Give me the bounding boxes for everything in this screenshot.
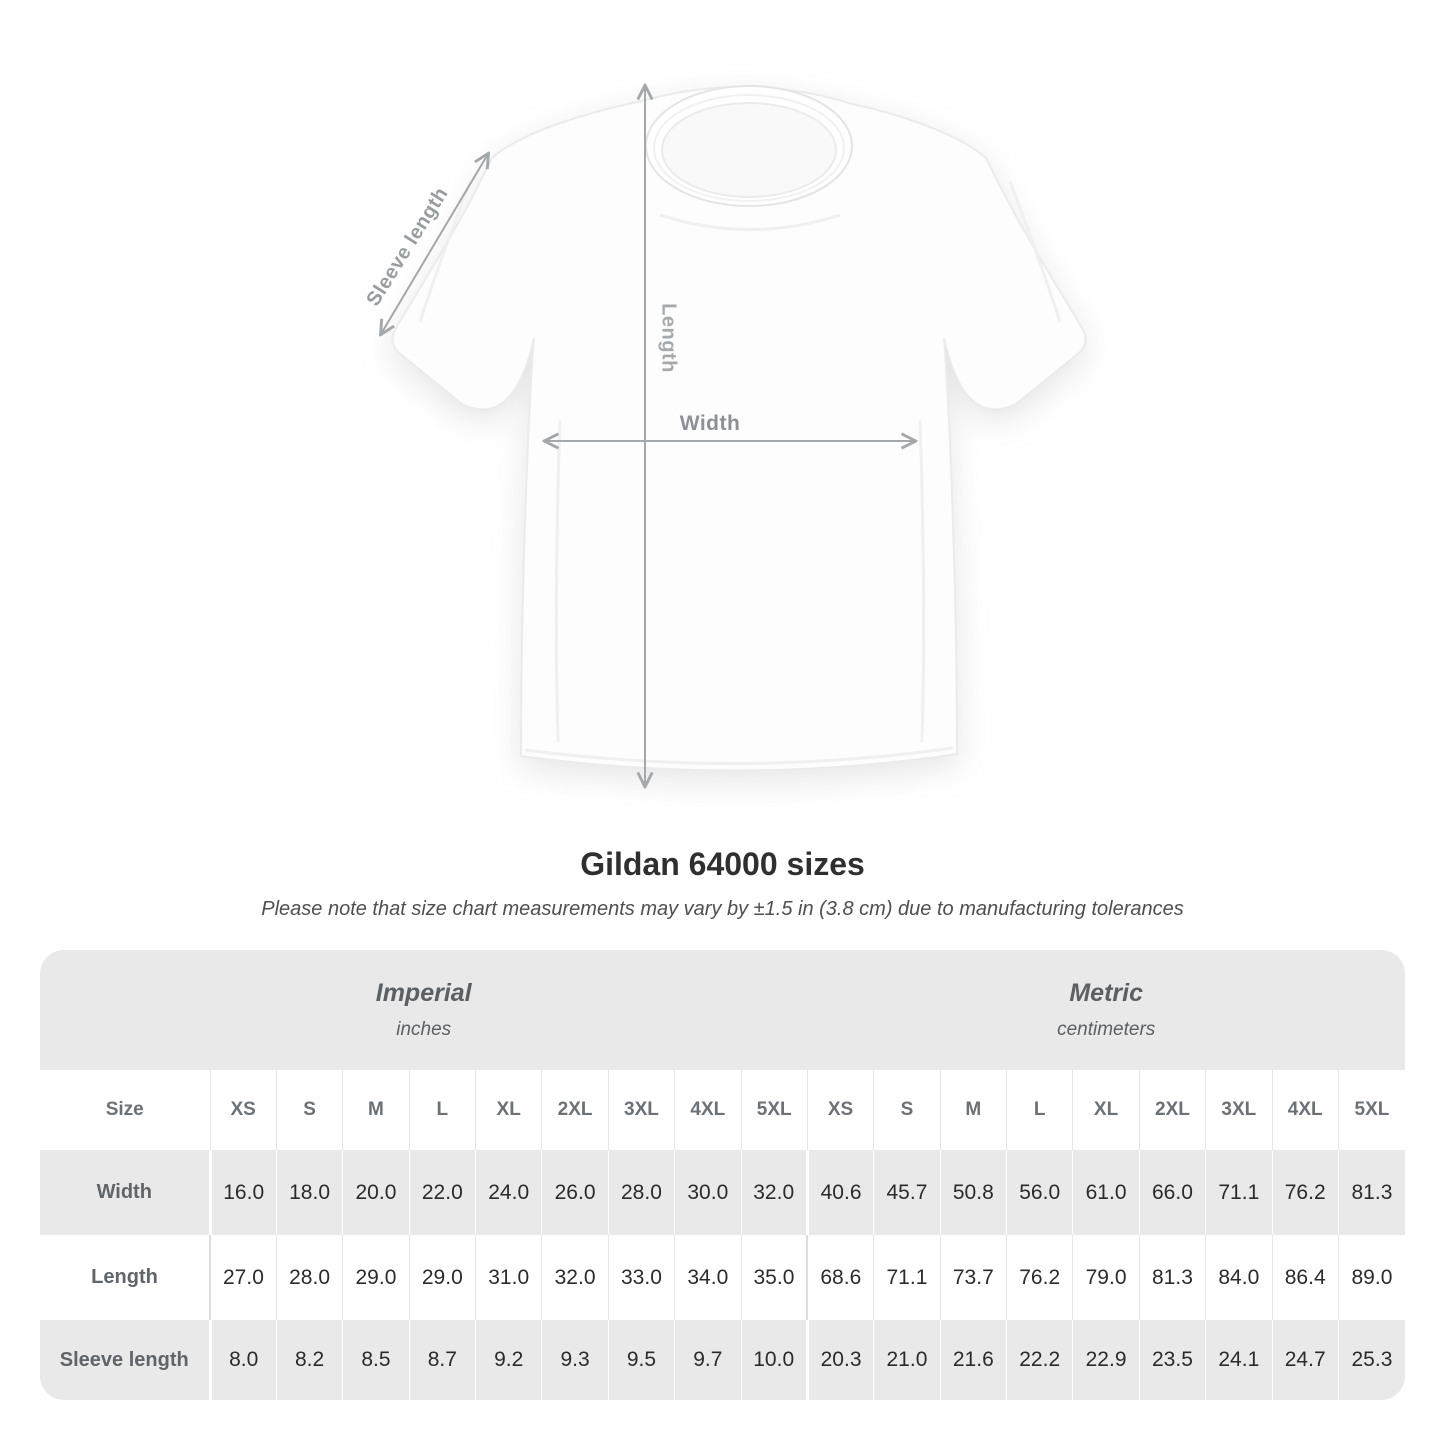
- size-chart-card: Imperial inches Metric centimeters Size …: [40, 950, 1405, 1400]
- size-col-header: 3XL: [1205, 1070, 1272, 1150]
- value-cell: 9.2: [474, 1320, 542, 1400]
- value-cell: 10.0: [740, 1320, 808, 1400]
- value-cell: 61.0: [1072, 1150, 1140, 1235]
- value-cell: 9.7: [674, 1320, 741, 1400]
- value-cell: 56.0: [1005, 1150, 1073, 1235]
- value-cell: 22.2: [1005, 1320, 1073, 1400]
- size-col-header: M: [939, 1070, 1007, 1150]
- value-cell: 22.0: [408, 1150, 476, 1235]
- size-col-header: 5XL: [740, 1070, 808, 1150]
- size-col-header: XS: [806, 1070, 874, 1150]
- value-cell: 81.3: [1138, 1235, 1206, 1320]
- value-cell: 76.2: [1271, 1150, 1339, 1235]
- metric-group-header: Metric centimeters: [807, 950, 1405, 1070]
- unit-header-row: Imperial inches Metric centimeters: [40, 950, 1405, 1070]
- sleeve-length-row: Sleeve length 8.0 8.2 8.5 8.7 9.2 9.3 9.…: [40, 1320, 1405, 1400]
- value-cell: 84.0: [1205, 1235, 1272, 1320]
- size-col-header: L: [408, 1070, 476, 1150]
- page-title: Gildan 64000 sizes: [580, 846, 865, 882]
- value-cell: 21.0: [873, 1320, 941, 1400]
- width-label: Width: [679, 412, 741, 435]
- value-cell: 20.0: [342, 1150, 410, 1235]
- value-cell: 45.7: [873, 1150, 941, 1235]
- width-row: Width 16.0 18.0 20.0 22.0 24.0 26.0 28.0…: [40, 1150, 1405, 1235]
- value-cell: 89.0: [1337, 1235, 1405, 1320]
- row-label: Length: [91, 1266, 158, 1288]
- value-cell: 28.0: [607, 1150, 675, 1235]
- value-cell: 26.0: [541, 1150, 609, 1235]
- value-cell: 20.3: [805, 1320, 874, 1400]
- tshirt-diagram: [0, 0, 1087, 830]
- value-cell: 25.3: [1337, 1320, 1405, 1400]
- size-col-header: 4XL: [674, 1070, 741, 1150]
- value-cell: 9.3: [541, 1320, 609, 1400]
- imperial-group-name: Imperial: [375, 979, 472, 1007]
- value-cell: 24.7: [1271, 1320, 1339, 1400]
- tshirt-collar-inner: [661, 102, 837, 198]
- value-cell: 8.0: [208, 1320, 277, 1400]
- size-col-header: S: [275, 1070, 343, 1150]
- metric-group-unit: centimeters: [1057, 1019, 1156, 1040]
- size-chart-table: Imperial inches Metric centimeters Size …: [40, 950, 1405, 1400]
- size-header-row: Size XS S M L XL 2XL 3XL 4XL 5XL XS S M …: [40, 1070, 1405, 1150]
- length-label: Length: [657, 303, 680, 373]
- value-cell: 66.0: [1138, 1150, 1206, 1235]
- value-cell: 16.0: [208, 1150, 277, 1235]
- size-col-header: 2XL: [541, 1070, 609, 1150]
- length-row: Length 27.0 28.0 29.0 29.0 31.0 32.0 33.…: [40, 1235, 1405, 1320]
- size-col-header: 5XL: [1337, 1070, 1405, 1150]
- value-cell: 22.9: [1072, 1320, 1140, 1400]
- value-cell: 28.0: [275, 1235, 343, 1320]
- value-cell: 8.7: [408, 1320, 476, 1400]
- value-cell: 50.8: [939, 1150, 1007, 1235]
- value-cell: 21.6: [939, 1320, 1007, 1400]
- value-cell: 71.1: [1205, 1150, 1272, 1235]
- tolerance-note: Please note that size chart measurements…: [261, 898, 1184, 920]
- size-col-header: 3XL: [607, 1070, 675, 1150]
- size-col-header: XL: [1072, 1070, 1140, 1150]
- sleeve-length-arrow: [381, 154, 488, 334]
- value-cell: 32.0: [541, 1235, 609, 1320]
- value-cell: 18.0: [275, 1150, 343, 1235]
- size-col-header: S: [873, 1070, 941, 1150]
- size-col-header: 4XL: [1271, 1070, 1339, 1150]
- value-cell: 24.0: [474, 1150, 542, 1235]
- value-cell: 31.0: [474, 1235, 542, 1320]
- value-cell: 30.0: [674, 1150, 741, 1235]
- size-col-header: XS: [209, 1070, 277, 1150]
- row-label: Width: [96, 1181, 152, 1203]
- value-cell: 27.0: [208, 1235, 277, 1320]
- value-cell: 34.0: [674, 1235, 741, 1320]
- value-cell: 32.0: [740, 1150, 808, 1235]
- value-cell: 8.2: [275, 1320, 343, 1400]
- size-col-header: M: [342, 1070, 410, 1150]
- imperial-group-header: Imperial inches: [40, 950, 808, 1070]
- value-cell: 35.0: [740, 1235, 808, 1320]
- size-col-header: L: [1005, 1070, 1073, 1150]
- row-label: Sleeve length: [59, 1348, 189, 1371]
- metric-group-name: Metric: [1069, 979, 1143, 1007]
- value-cell: 79.0: [1072, 1235, 1140, 1320]
- value-cell: 8.5: [342, 1320, 410, 1400]
- value-cell: 33.0: [607, 1235, 675, 1320]
- value-cell: 81.3: [1337, 1150, 1405, 1235]
- tshirt-collar-rib: [653, 94, 845, 202]
- value-cell: 86.4: [1271, 1235, 1339, 1320]
- size-col-header: 2XL: [1138, 1070, 1206, 1150]
- value-cell: 9.5: [607, 1320, 675, 1400]
- value-cell: 68.6: [806, 1235, 874, 1320]
- value-cell: 76.2: [1005, 1235, 1073, 1320]
- size-col-header: XL: [474, 1070, 542, 1150]
- value-cell: 73.7: [939, 1235, 1007, 1320]
- size-header-label: Size: [105, 1099, 144, 1120]
- value-cell: 24.1: [1205, 1320, 1272, 1400]
- value-cell: 40.6: [805, 1150, 874, 1235]
- value-cell: 29.0: [342, 1235, 410, 1320]
- value-cell: 23.5: [1138, 1320, 1206, 1400]
- imperial-group-unit: inches: [396, 1019, 452, 1040]
- value-cell: 29.0: [408, 1235, 476, 1320]
- value-cell: 71.1: [873, 1235, 941, 1320]
